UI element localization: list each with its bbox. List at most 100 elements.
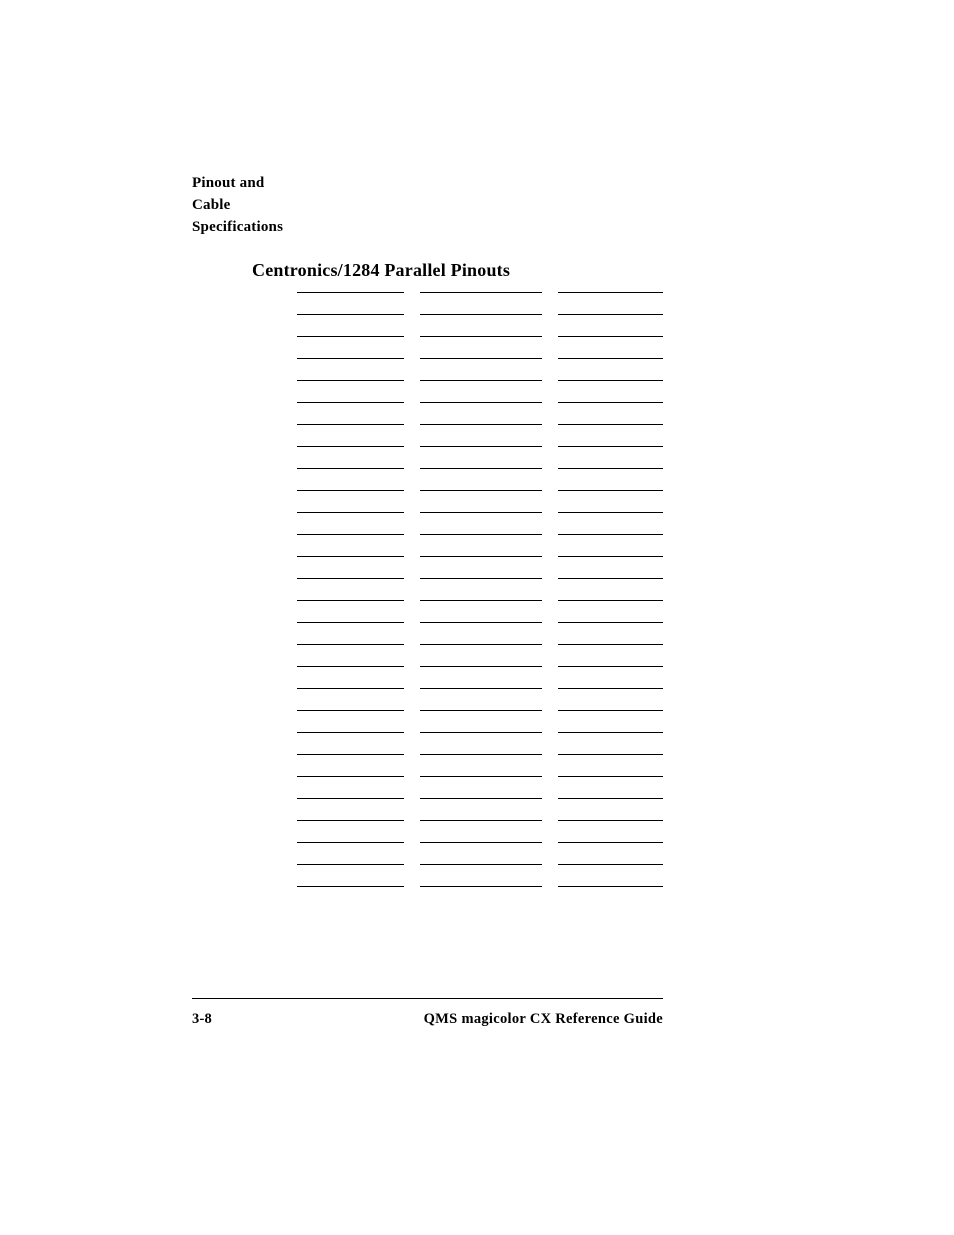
table-column-gap	[404, 425, 419, 447]
table-cell	[558, 777, 663, 799]
table-column-gap	[404, 359, 419, 381]
table-cell	[558, 799, 663, 821]
table-cell	[297, 733, 404, 755]
table-cell	[558, 865, 663, 887]
table-cell	[558, 821, 663, 843]
table-cell	[558, 623, 663, 645]
table-cell	[558, 843, 663, 865]
table-cell	[558, 667, 663, 689]
margin-header-line: Specifications	[192, 217, 283, 239]
margin-header: Pinout and Cable Specifications	[192, 173, 283, 238]
table-column-gap	[404, 623, 419, 645]
table-column-gap	[542, 359, 557, 381]
table-row	[297, 689, 663, 711]
table-column-gap	[542, 469, 557, 491]
table-cell	[297, 557, 404, 579]
table-row	[297, 645, 663, 667]
table-column-gap	[542, 381, 557, 403]
table-column-gap	[404, 777, 419, 799]
table-row	[297, 865, 663, 887]
table-row	[297, 733, 663, 755]
table-cell	[297, 623, 404, 645]
table-column-gap	[542, 777, 557, 799]
table-column-gap	[404, 315, 419, 337]
table-cell	[558, 601, 663, 623]
table-column-gap	[542, 645, 557, 667]
table-cell	[420, 425, 543, 447]
table-cell	[558, 579, 663, 601]
table-cell	[297, 425, 404, 447]
table-column-gap	[404, 865, 419, 887]
table-cell	[420, 865, 543, 887]
table-row	[297, 535, 663, 557]
table-column-gap	[404, 535, 419, 557]
table-column-gap	[404, 513, 419, 535]
table-column-gap	[404, 799, 419, 821]
table-row	[297, 755, 663, 777]
table-column-gap	[404, 557, 419, 579]
table-cell	[558, 425, 663, 447]
table-row	[297, 623, 663, 645]
table-row	[297, 447, 663, 469]
table-cell	[297, 689, 404, 711]
table-column-gap	[542, 293, 557, 315]
footer-rule	[192, 998, 663, 999]
table-cell	[420, 777, 543, 799]
table-column-gap	[542, 711, 557, 733]
table-cell	[297, 447, 404, 469]
table-cell	[558, 293, 663, 315]
table-column-gap	[542, 821, 557, 843]
table-cell	[420, 469, 543, 491]
table-cell	[558, 403, 663, 425]
pinout-table-wrap	[297, 292, 663, 887]
table-column-gap	[542, 425, 557, 447]
table-cell	[558, 359, 663, 381]
table-column-gap	[542, 579, 557, 601]
table-cell	[420, 447, 543, 469]
table-cell	[420, 535, 543, 557]
table-cell	[420, 733, 543, 755]
table-row	[297, 491, 663, 513]
table-column-gap	[404, 601, 419, 623]
table-cell	[558, 315, 663, 337]
table-cell	[297, 777, 404, 799]
table-cell	[420, 491, 543, 513]
table-cell	[558, 513, 663, 535]
table-column-gap	[542, 513, 557, 535]
table-cell	[420, 557, 543, 579]
table-cell	[297, 293, 404, 315]
table-cell	[420, 381, 543, 403]
table-column-gap	[542, 755, 557, 777]
table-column-gap	[542, 623, 557, 645]
table-row	[297, 843, 663, 865]
table-column-gap	[542, 733, 557, 755]
table-cell	[297, 403, 404, 425]
table-cell	[420, 711, 543, 733]
table-column-gap	[542, 557, 557, 579]
table-row	[297, 425, 663, 447]
table-cell	[420, 359, 543, 381]
table-row	[297, 579, 663, 601]
margin-header-line: Pinout and	[192, 173, 283, 195]
table-row	[297, 799, 663, 821]
table-cell	[558, 711, 663, 733]
table-cell	[420, 579, 543, 601]
table-cell	[297, 359, 404, 381]
table-cell	[558, 755, 663, 777]
table-column-gap	[404, 403, 419, 425]
pinout-table-body	[297, 293, 663, 887]
margin-header-line: Cable	[192, 195, 283, 217]
table-cell	[420, 799, 543, 821]
table-cell	[297, 491, 404, 513]
table-row	[297, 315, 663, 337]
table-column-gap	[404, 337, 419, 359]
table-column-gap	[542, 799, 557, 821]
table-cell	[558, 447, 663, 469]
table-cell	[297, 601, 404, 623]
table-row	[297, 777, 663, 799]
table-row	[297, 711, 663, 733]
table-cell	[297, 535, 404, 557]
table-cell	[297, 513, 404, 535]
footer: 3-8 QMS magicolor CX Reference Guide	[192, 1011, 663, 1028]
table-cell	[297, 381, 404, 403]
